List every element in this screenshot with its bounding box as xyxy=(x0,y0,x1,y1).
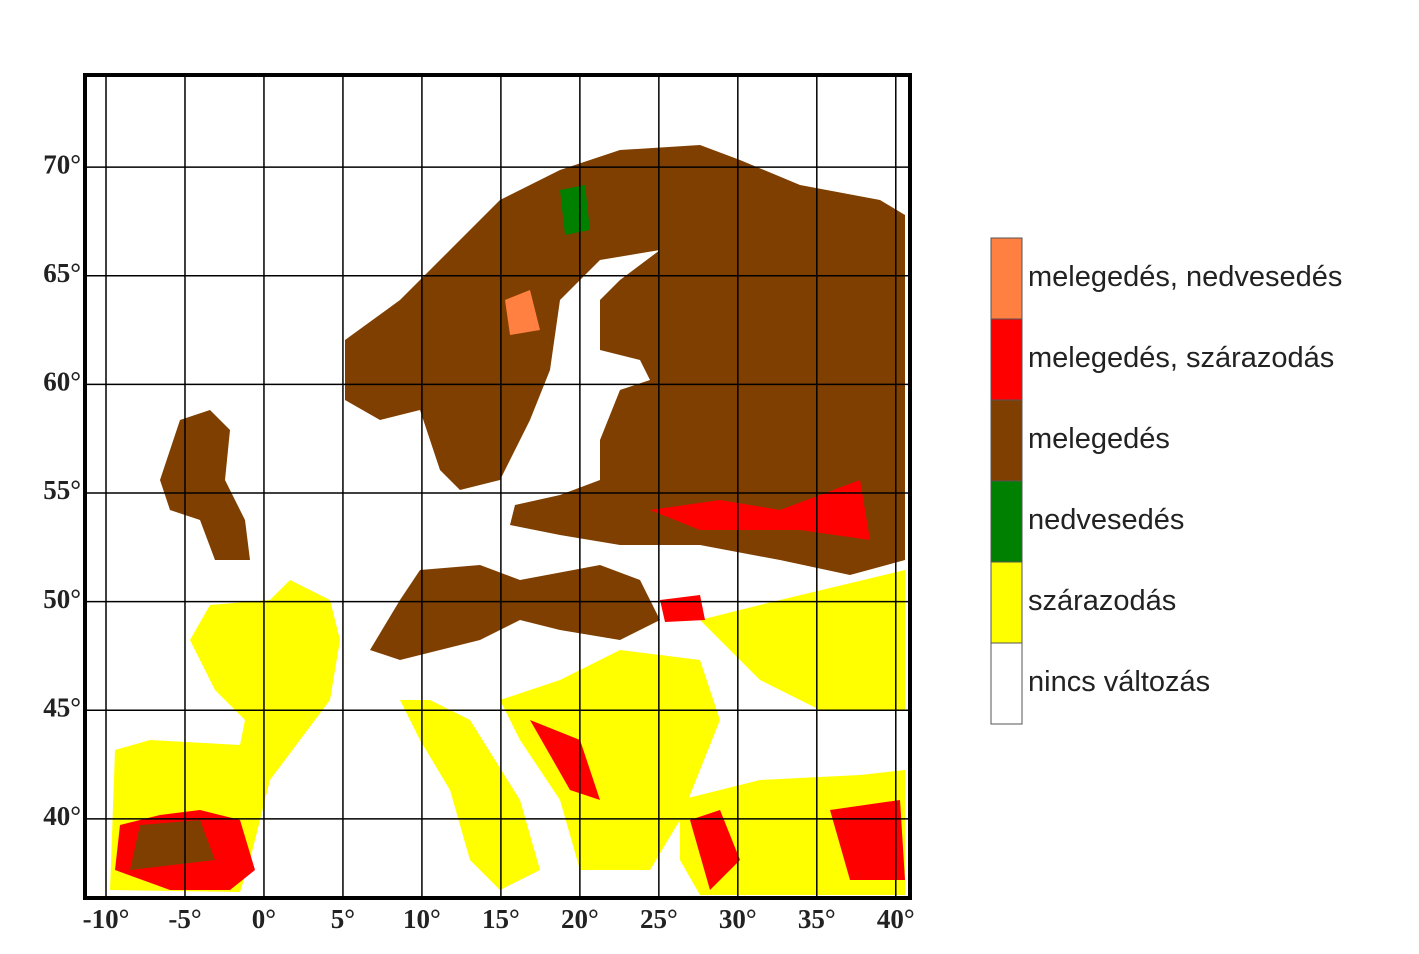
lon-tick-label: 15° xyxy=(482,904,520,934)
region-warming-drying xyxy=(530,720,600,800)
legend-swatch xyxy=(990,237,1023,320)
legend: melegedés, nedvesedés melegedés, szárazod… xyxy=(990,237,1342,725)
legend-label: melegedés xyxy=(1028,423,1170,455)
legend-label: melegedés, szárazodás xyxy=(1028,342,1334,374)
region-warming-drying xyxy=(830,800,905,880)
lon-tick-label: 20° xyxy=(561,904,599,934)
region-warming-drying xyxy=(660,595,705,622)
legend-label: melegedés, nedvesedés xyxy=(1028,261,1342,293)
lon-tick-label: 30° xyxy=(719,904,757,934)
lon-tick-label: 40° xyxy=(877,904,915,934)
lat-tick-label: 60° xyxy=(43,367,81,397)
map-regions xyxy=(110,145,905,895)
lon-tick-label: -5° xyxy=(168,904,201,934)
lon-tick-label: 25° xyxy=(640,904,678,934)
legend-swatch xyxy=(990,399,1023,482)
graticule xyxy=(85,75,910,898)
legend-swatch xyxy=(990,318,1023,401)
lon-tick-label: -10° xyxy=(83,904,130,934)
region-drying xyxy=(500,650,720,870)
region-drying xyxy=(110,580,340,892)
legend-label: nincs változás xyxy=(1028,666,1210,698)
region-drying xyxy=(400,700,540,890)
legend-swatch xyxy=(990,480,1023,563)
legend-swatch xyxy=(990,561,1023,644)
lon-tick-label: 0° xyxy=(252,904,276,934)
legend-label: szárazodás xyxy=(1028,585,1176,617)
lat-tick-label: 70° xyxy=(43,149,81,179)
region-warming xyxy=(130,820,215,870)
lat-tick-label: 40° xyxy=(43,801,81,831)
legend-label: nedvesedés xyxy=(1028,504,1184,536)
lat-tick-label: 45° xyxy=(43,692,81,722)
lon-tick-label: 35° xyxy=(798,904,836,934)
region-warming-drying xyxy=(690,810,740,890)
lon-tick-label: 5° xyxy=(331,904,355,934)
region-drying xyxy=(700,570,905,710)
lat-tick-label: 65° xyxy=(43,258,81,288)
region-warming-wetting xyxy=(505,290,540,335)
region-warming xyxy=(160,410,250,560)
lat-tick-label: 55° xyxy=(43,475,81,505)
lon-tick-label: 10° xyxy=(403,904,441,934)
region-warming xyxy=(370,565,660,660)
lat-tick-label: 50° xyxy=(43,584,81,614)
region-warming-drying xyxy=(650,480,870,540)
map-frame xyxy=(83,73,912,900)
region-warming xyxy=(345,145,905,575)
legend-swatch xyxy=(990,642,1023,725)
region-wetting xyxy=(560,185,590,235)
